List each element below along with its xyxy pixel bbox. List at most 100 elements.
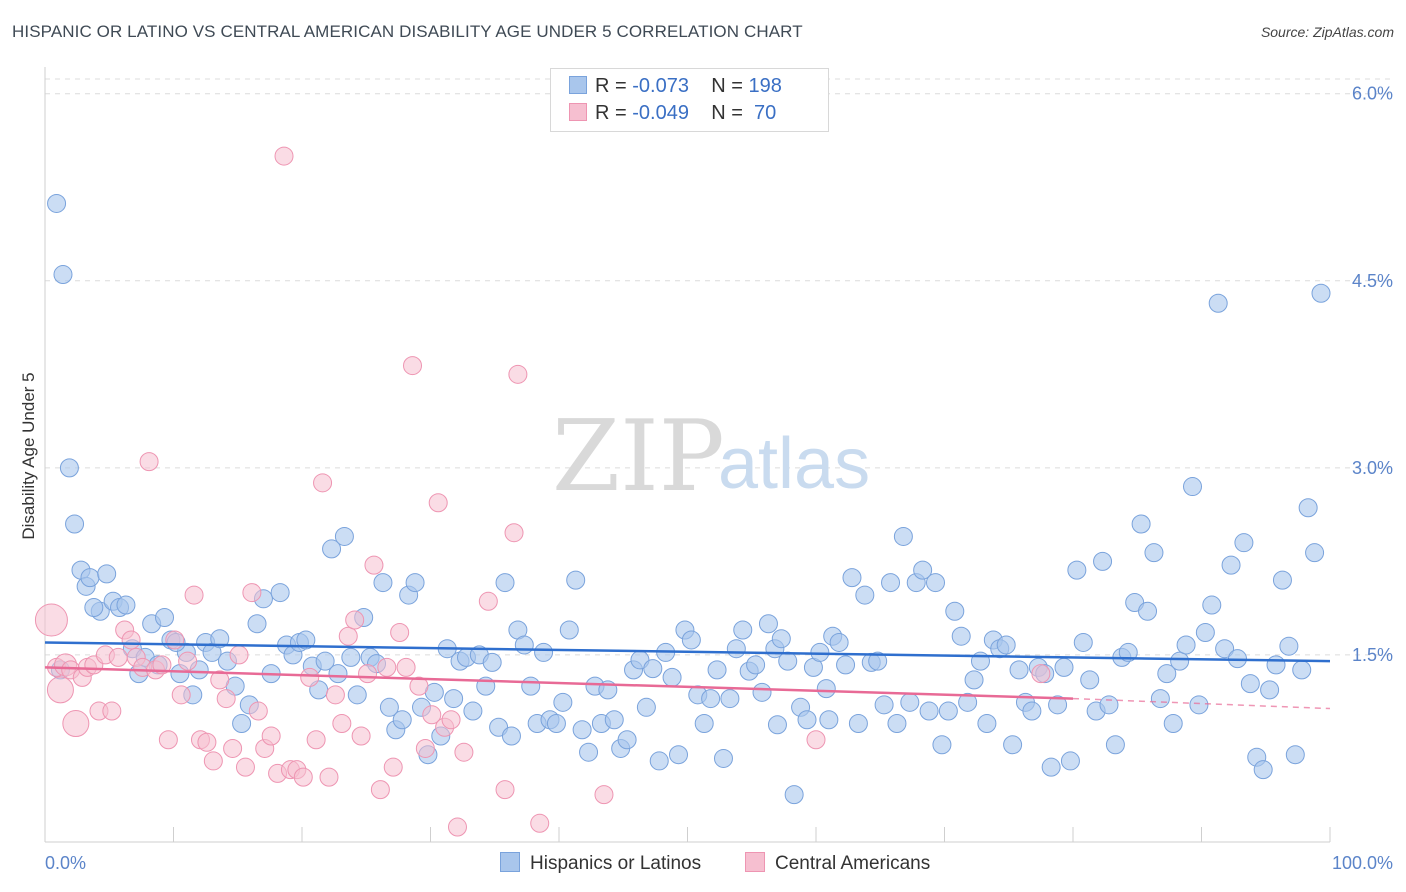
central-americans-point	[102, 701, 122, 721]
hispanics-point	[270, 583, 290, 603]
hispanics-point	[1080, 670, 1100, 690]
central-americans-trend-extension	[1072, 697, 1331, 710]
hispanics-point	[495, 573, 515, 593]
hispanics-point	[669, 745, 689, 765]
hispanics-point	[1060, 751, 1080, 771]
hispanics-point	[347, 685, 367, 705]
hispanics-point	[1272, 570, 1292, 590]
hispanics-point	[328, 664, 348, 684]
chart-source: Source: ZipAtlas.com	[1260, 24, 1394, 40]
bottom-legend-hispanics[interactable]: Hispanics or Latinos	[500, 852, 701, 875]
hispanics-point	[643, 659, 663, 679]
central-americans-point	[121, 630, 141, 650]
hispanics-point	[977, 714, 997, 734]
watermark-zip: ZIP	[552, 400, 725, 514]
hispanics-point	[1003, 735, 1023, 755]
bottom-legend-central-americans[interactable]: Central Americans	[745, 852, 930, 875]
legend-n-label: N =	[711, 75, 749, 97]
hispanics-point	[964, 670, 984, 690]
hispanics-point	[315, 651, 335, 671]
hispanics-point	[65, 514, 85, 534]
hispanics-point	[1170, 651, 1190, 671]
y-tick-label: 3.0%	[1352, 458, 1393, 478]
hispanics-point	[84, 598, 104, 618]
central-americans-point	[178, 651, 198, 671]
hispanics-point	[566, 570, 586, 590]
hispanics-point	[694, 714, 714, 734]
central-americans-point	[383, 757, 403, 777]
y-tick-label: 4.5%	[1352, 271, 1393, 291]
hispanics-point	[829, 632, 849, 652]
central-americans-point	[325, 685, 345, 705]
y-tick-label: 6.0%	[1352, 84, 1393, 104]
central-americans-point	[306, 730, 326, 750]
hispanics-point	[887, 714, 907, 734]
hispanics-point	[1009, 660, 1029, 680]
central-americans-point	[364, 555, 384, 575]
hispanics-point	[649, 751, 669, 771]
bottom-legend-swatch-blue	[500, 852, 520, 872]
hispanics-point	[842, 568, 862, 588]
hispanics-point	[900, 692, 920, 712]
legend-n-value: 70	[748, 102, 777, 124]
hispanics-point	[155, 608, 175, 628]
legend-r-label: R =	[595, 102, 633, 124]
central-americans-point	[478, 591, 498, 611]
hispanics-point	[1022, 701, 1042, 721]
hispanics-point	[97, 564, 117, 584]
hispanics-point	[1144, 543, 1164, 563]
central-americans-point	[235, 757, 255, 777]
hispanics-point	[662, 667, 682, 687]
hispanics-point	[572, 720, 592, 740]
hispanics-point	[1176, 635, 1196, 655]
central-americans-point	[223, 738, 243, 758]
hispanics-point	[636, 697, 656, 717]
series-central-americans-points	[34, 146, 1051, 837]
legend: R = -0.073 N = 198 R = -0.049 N = 70	[550, 68, 829, 132]
hispanics-point	[47, 193, 67, 213]
hispanics-point	[1260, 680, 1280, 700]
hispanics-point	[1285, 745, 1305, 765]
central-americans-point	[210, 670, 230, 690]
legend-swatch-pink	[569, 103, 587, 121]
central-americans-point	[248, 701, 268, 721]
bottom-legend-label: Hispanics or Latinos	[530, 853, 702, 874]
central-americans-point	[46, 676, 74, 704]
hispanics-point	[1311, 283, 1331, 303]
hispanics-point	[53, 265, 73, 285]
hispanics-point	[116, 595, 136, 615]
central-americans-point	[396, 657, 416, 677]
hispanics-point	[767, 715, 787, 735]
central-americans-point	[184, 585, 204, 605]
hispanics-point	[1073, 632, 1093, 652]
hispanics-point	[778, 651, 798, 671]
hispanics-point	[379, 697, 399, 717]
hispanics-point	[713, 748, 733, 768]
central-americans-point	[428, 493, 448, 513]
hispanics-point	[733, 620, 753, 640]
central-americans-point	[403, 356, 423, 376]
central-americans-point	[447, 817, 467, 837]
legend-row-hispanics: R = -0.073 N = 198	[569, 75, 782, 99]
hispanics-point	[881, 573, 901, 593]
trend-lines	[44, 641, 1331, 710]
central-americans-point	[242, 583, 262, 603]
legend-r-value: -0.049	[632, 102, 689, 124]
hispanics-point	[819, 710, 839, 730]
hispanics-point	[59, 458, 79, 478]
hispanics-point	[1048, 695, 1068, 715]
hispanics-point	[951, 626, 971, 646]
hispanics-point	[681, 630, 701, 650]
central-americans-point	[351, 726, 371, 746]
hispanics-point	[559, 620, 579, 640]
hispanics-point	[534, 642, 554, 662]
y-tick-label: 1.5%	[1352, 645, 1393, 665]
hispanics-point	[958, 692, 978, 712]
hispanics-point	[553, 692, 573, 712]
central-americans-point	[377, 657, 397, 677]
bottom-legend-label: Central Americans	[775, 853, 931, 874]
central-americans-point	[203, 751, 223, 771]
hispanics-point	[707, 660, 727, 680]
hispanics-point	[1054, 657, 1074, 677]
chart-title: HISPANIC OR LATINO VS CENTRAL AMERICAN D…	[12, 22, 803, 41]
